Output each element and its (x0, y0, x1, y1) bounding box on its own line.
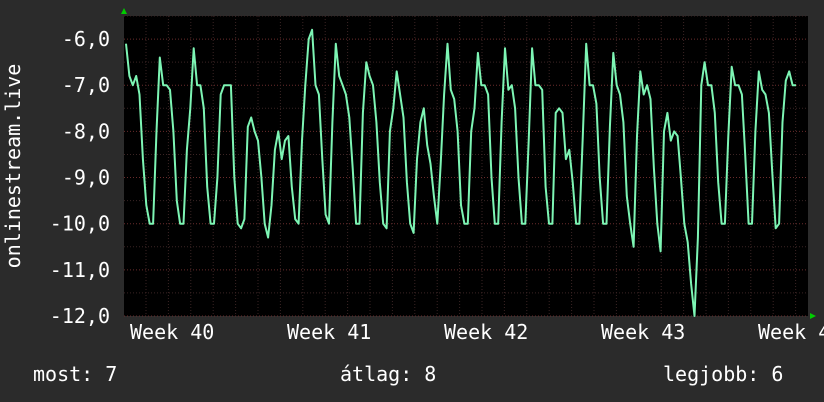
y-axis-ticks: -6,0 -7,0 -8,0 -9,0 -10,0 -11,0 -12,0 (50, 27, 110, 328)
y-tick-label: -10,0 (50, 212, 110, 236)
y-tick-label: -12,0 (50, 304, 110, 328)
x-tick-label: Week 44 (758, 320, 824, 344)
grid (124, 15, 808, 317)
y-tick-label: -8,0 (62, 119, 110, 143)
x-tick-label: Week 43 (601, 320, 685, 344)
average-value-label: átlag: 8 (340, 362, 437, 386)
y-tick-label: -7,0 (62, 73, 110, 97)
plot-area (124, 16, 808, 316)
line-chart: -6,0-7,0-8,0-9,0-10,0-11,0-12,0 Week 40 W… (1, 8, 824, 344)
x-axis-ticks: Week 40 Week 41 Week 42 Week 43 Week 44 (130, 320, 824, 344)
x-tick-label: Week 40 (130, 320, 214, 344)
y-tick-label: -6,0 (62, 27, 110, 51)
y-axis-label: onlinestream.live (1, 64, 25, 269)
y-axis-arrow-icon (121, 8, 127, 14)
x-tick-label: Week 42 (444, 320, 528, 344)
x-tick-label: Week 41 (287, 320, 371, 344)
series-line (125, 28, 796, 317)
y-tick-label: -11,0 (50, 258, 110, 282)
best-value-label: legjobb: 6 (663, 362, 784, 386)
current-value-label: most: 7 (33, 362, 118, 386)
x-axis-arrow-icon (810, 313, 816, 319)
y-tick-label: -9,0 (62, 166, 110, 190)
